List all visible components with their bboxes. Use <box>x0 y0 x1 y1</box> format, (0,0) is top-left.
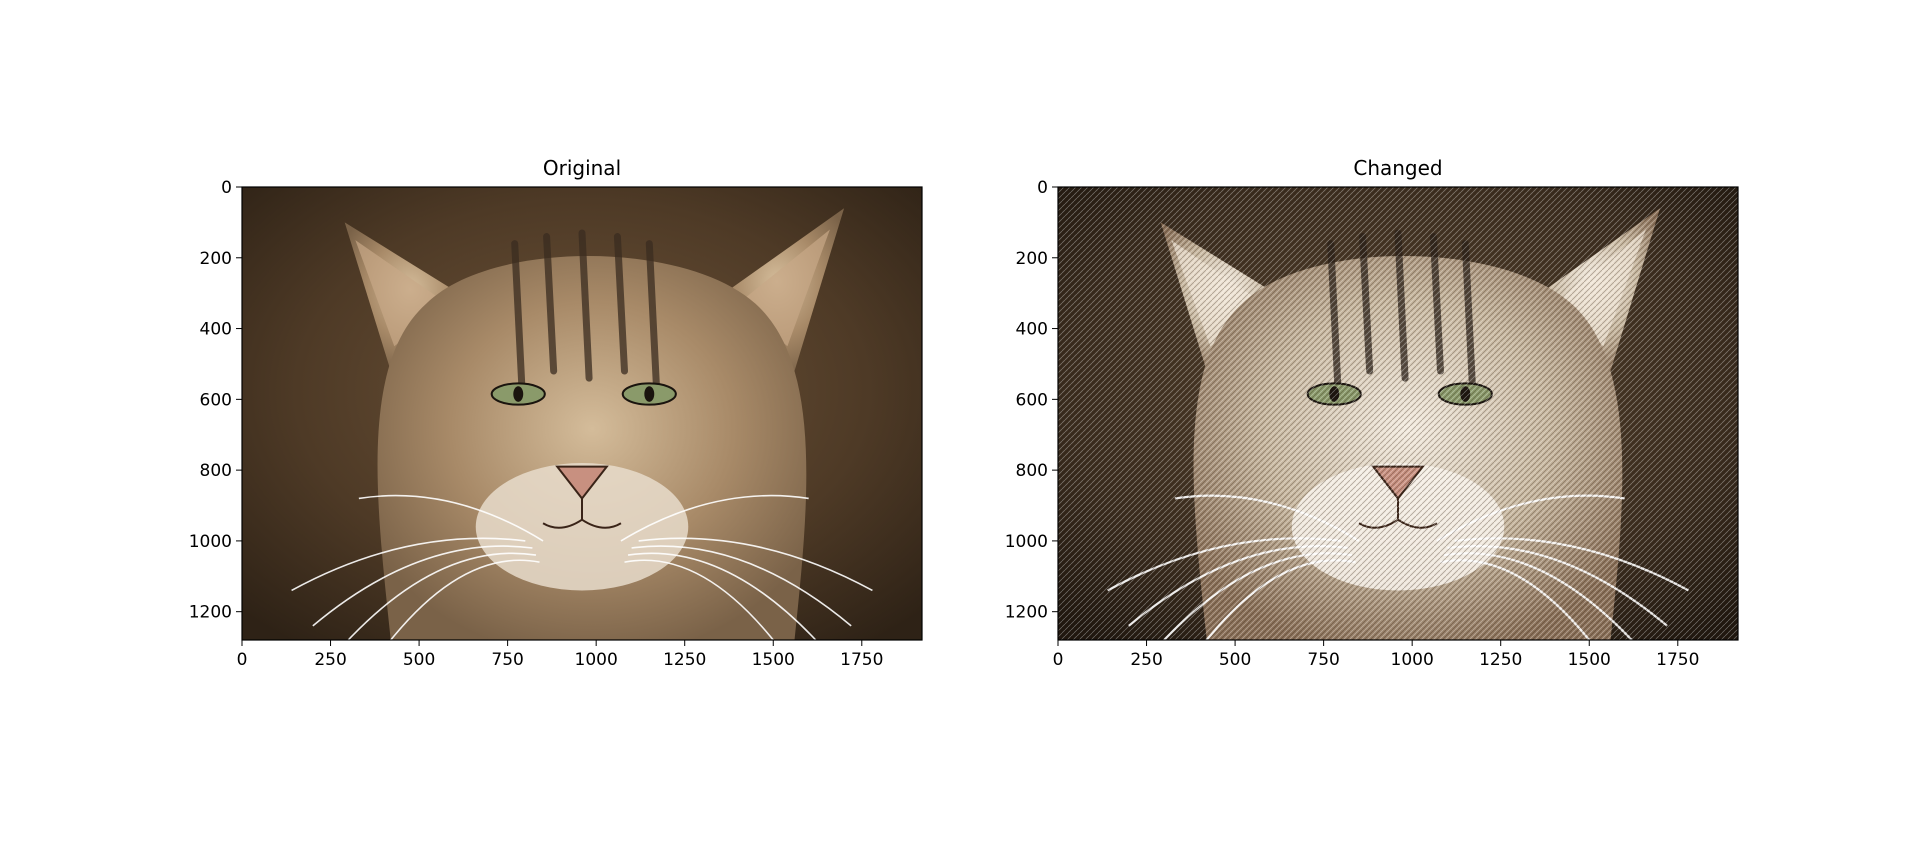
axes-frame <box>1057 186 1739 641</box>
y-tick-label: 400 <box>1016 320 1048 340</box>
image-photo <box>242 187 922 640</box>
subplot-title: Changed <box>1353 156 1442 180</box>
x-tick-label: 500 <box>403 650 435 670</box>
x-tick-label: 0 <box>1053 650 1064 670</box>
x-tick-label: 1750 <box>840 650 883 670</box>
y-tick-label: 400 <box>200 320 232 340</box>
x-tick-label: 750 <box>491 650 523 670</box>
x-tick-label: 500 <box>1219 650 1251 670</box>
x-tick-label: 1750 <box>1656 650 1699 670</box>
y-tick-label: 200 <box>1016 249 1048 269</box>
x-tick-label: 1500 <box>752 650 795 670</box>
x-tick-label: 250 <box>314 650 346 670</box>
y-tick-label: 800 <box>1016 461 1048 481</box>
y-tick-label: 600 <box>200 390 232 410</box>
y-tick-label: 800 <box>200 461 232 481</box>
axes-2: Changed 0 250 500 750 1000 1250 1500 1750 0 200 400… <box>1005 156 1739 670</box>
x-tick-label: 1250 <box>663 650 706 670</box>
axes-1: Original 0 250 500 750 1000 1250 1500 1750 0 200 40… <box>189 156 923 670</box>
y-tick-label: 1000 <box>189 532 232 552</box>
y-tick-label: 0 <box>221 178 232 198</box>
y-tick-label: 1000 <box>1005 532 1048 552</box>
x-tick-label: 250 <box>1130 650 1162 670</box>
y-tick-label: 600 <box>1016 390 1048 410</box>
y-tick-label: 0 <box>1037 178 1048 198</box>
x-tick-label: 750 <box>1307 650 1339 670</box>
y-tick-label: 1200 <box>189 603 232 623</box>
image-sharpened-edges <box>1058 187 1738 640</box>
y-tick-label: 1200 <box>1005 603 1048 623</box>
x-tick-label: 1000 <box>575 650 618 670</box>
x-tick-label: 1500 <box>1568 650 1611 670</box>
x-tick-label: 0 <box>237 650 248 670</box>
y-tick-label: 200 <box>200 249 232 269</box>
x-tick-label: 1250 <box>1479 650 1522 670</box>
axes-frame <box>241 186 923 641</box>
x-tick-label: 1000 <box>1391 650 1434 670</box>
subplot-title: Original <box>543 156 621 180</box>
